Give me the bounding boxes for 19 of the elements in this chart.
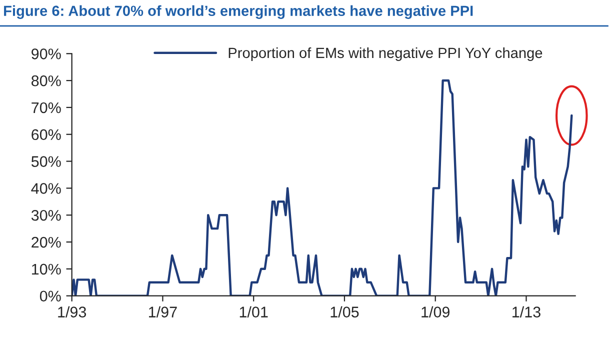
y-tick-label: 20% — [32, 236, 61, 248]
x-tick-label: 1/93 — [58, 306, 86, 318]
y-tick-label: 0% — [40, 290, 61, 302]
x-tick-label: 1/13 — [512, 306, 540, 318]
y-tick-label: 90% — [32, 48, 61, 60]
chart-title: Figure 6: About 70% of world’s emerging markets have negative PPI — [4, 5, 473, 19]
y-tick-label: 70% — [32, 102, 61, 114]
line-series — [72, 79, 573, 296]
x-tick-label: 1/97 — [149, 306, 177, 318]
x-tick-label: 1/05 — [330, 306, 359, 318]
y-tick-label: 80% — [32, 75, 61, 86]
x-tick-label: 1/01 — [240, 306, 268, 318]
y-tick-label: 50% — [31, 156, 61, 167]
y-tick-label: 40% — [31, 183, 61, 194]
legend-label: Proportion of EMs with negative PPI YoY change — [228, 47, 542, 61]
y-tick-label: 30% — [31, 210, 61, 221]
x-tick-label: 1/09 — [422, 306, 450, 318]
y-tick-label: 60% — [32, 129, 61, 140]
y-tick-label: 10% — [32, 264, 61, 275]
